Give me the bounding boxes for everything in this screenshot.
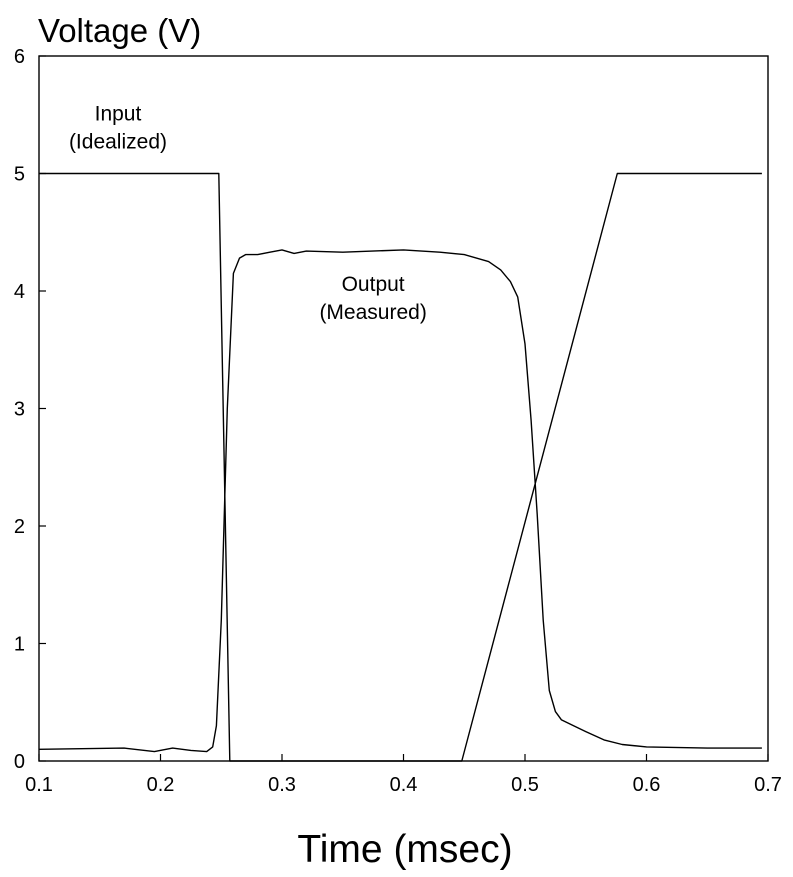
output-label: Output (Measured) [319, 273, 426, 324]
y-axis-title: Voltage (V) [38, 12, 201, 49]
x-tick-label: 0.5 [511, 774, 539, 796]
x-tick-label: 0.4 [390, 774, 418, 796]
input-idealized-line [39, 172, 762, 762]
annotation-line: Output [342, 273, 405, 296]
axis-ticks: 0.1 0.2 0.3 0.4 0.5 0.6 0.7 0 1 2 3 4 5 6 [14, 46, 782, 796]
y-tick-label: 4 [14, 281, 25, 303]
y-tick-label: 0 [14, 751, 25, 773]
series-layer [38, 172, 762, 762]
x-axis-title: Time (msec) [297, 828, 512, 871]
x-tick-label: 0.1 [25, 774, 53, 796]
x-tick-label: 0.6 [633, 774, 661, 796]
y-tick-label: 5 [14, 164, 25, 186]
x-tick-label: 0.2 [147, 774, 175, 796]
y-tick-label: 1 [14, 634, 25, 656]
y-tick-label: 6 [14, 46, 25, 68]
output-measured-line [38, 249, 762, 753]
annotation-layer: Input (Idealized) Output (Measured) [69, 103, 427, 324]
input-label: Input (Idealized) [69, 103, 167, 154]
x-tick-label: 0.3 [268, 774, 296, 796]
annotation-line: (Idealized) [69, 131, 167, 154]
plot-frame [38, 55, 769, 762]
y-tick-label: 3 [14, 399, 25, 421]
y-tick-label: 2 [14, 516, 25, 538]
x-tick-label: 0.7 [754, 774, 782, 796]
annotation-line: Input [95, 103, 142, 126]
annotation-line: (Measured) [319, 301, 426, 324]
